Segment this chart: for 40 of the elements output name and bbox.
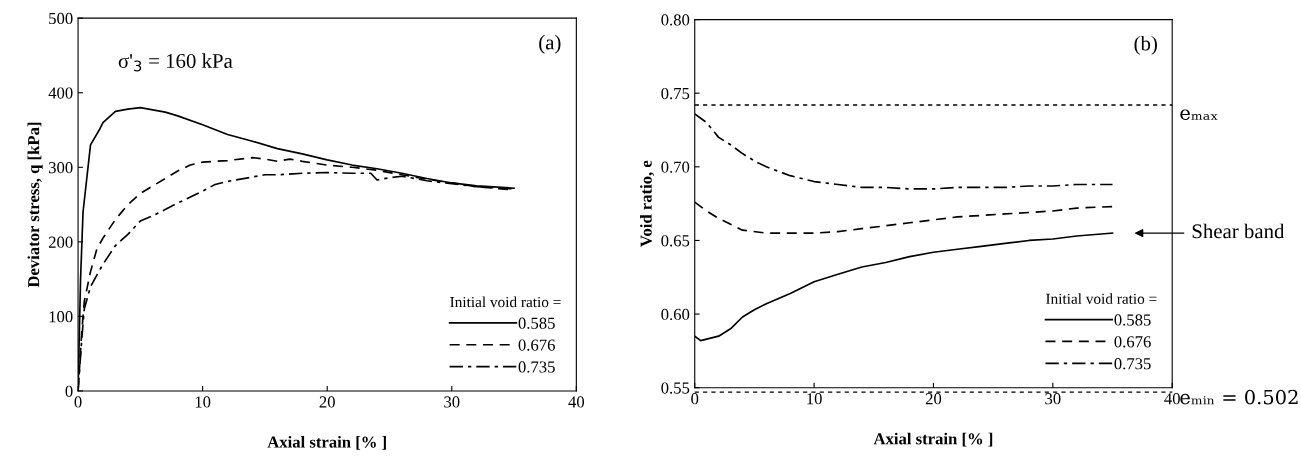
x-tick-label: 10 <box>807 393 822 405</box>
legend-title: Initial void ratio = <box>450 296 561 308</box>
legend-label: 0.735 <box>518 361 555 373</box>
y-tick-label: 0.75 <box>661 87 690 100</box>
x-axis-title: Axial strain [% ] <box>873 432 993 447</box>
legend-label: 0.585 <box>518 317 555 329</box>
x-tick-label: 30 <box>444 396 460 408</box>
y-tick-label: 300 <box>49 161 73 174</box>
x-tick-label: 40 <box>1164 393 1180 405</box>
y-tick-label: 100 <box>49 311 73 323</box>
x-tick-label: 0 <box>691 393 699 405</box>
y-axis-title: Deviator stress, q [kPa] <box>27 122 43 288</box>
y-tick-label: 500 <box>49 12 73 25</box>
x-tick-label: 0 <box>74 396 82 408</box>
y-tick-label: 0 <box>65 385 73 397</box>
annotation: (a) <box>539 34 561 54</box>
annotation: σ'$_{3}$ = 160 kPa <box>118 53 233 72</box>
x-tick-label: 10 <box>195 396 211 408</box>
legend-label: 0.676 <box>518 339 555 351</box>
y-tick-label: 0.60 <box>661 308 690 321</box>
y-tick-label: 0.55 <box>661 382 690 394</box>
legend-label: 0.676 <box>1114 336 1151 348</box>
x-tick-label: 20 <box>925 393 942 405</box>
text: eₘᵢₙ = 0.502 <box>1180 389 1298 405</box>
legend-label: 0.585 <box>1114 314 1151 326</box>
annotation: (b) <box>1134 35 1157 55</box>
y-tick-label: 200 <box>48 236 73 248</box>
y-tick-label: 0.70 <box>661 161 690 173</box>
x-axis-title: Axial strain [% ] <box>267 435 386 450</box>
x-tick-label: 20 <box>319 396 335 408</box>
x-tick-label: 30 <box>1045 393 1061 405</box>
legend-label: 0.735 <box>1114 358 1151 370</box>
text: Shear band <box>1192 223 1285 239</box>
y-tick-label: 0.80 <box>661 14 690 26</box>
y-tick-label: 0.65 <box>661 235 690 247</box>
x-tick-label: 40 <box>568 396 585 408</box>
legend-title: Initial void ratio = <box>1046 293 1157 304</box>
y-tick-label: 400 <box>48 87 73 99</box>
ref-line-label: eₘₐₓ <box>1180 109 1218 121</box>
y-axis-title: Void ratio, e <box>640 160 655 247</box>
